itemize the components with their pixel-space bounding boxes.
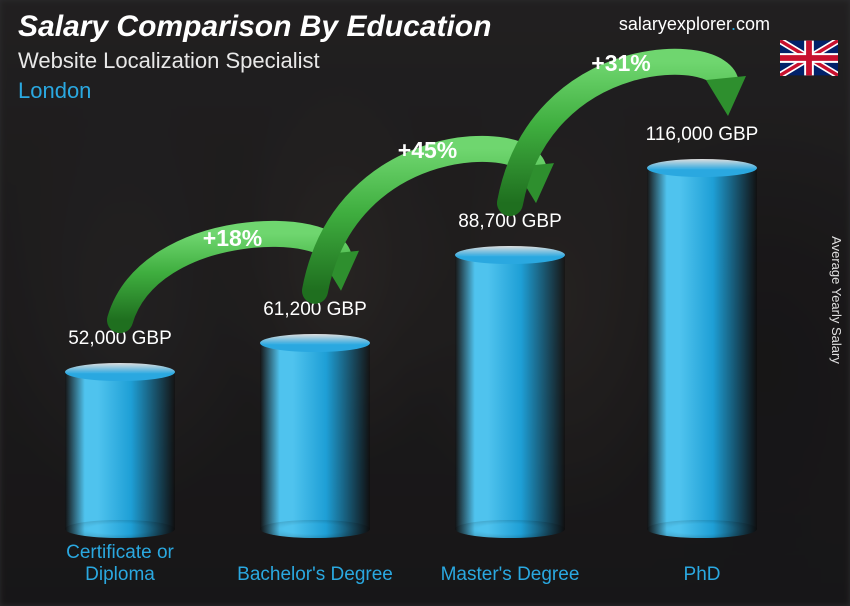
percent-increase-label: +18% bbox=[183, 225, 283, 252]
bar bbox=[260, 334, 370, 538]
chart-content: Salary Comparison By Education Website L… bbox=[0, 0, 850, 606]
percent-increase-label: +31% bbox=[571, 50, 671, 77]
value-label: 52,000 GBP bbox=[20, 328, 220, 350]
bar bbox=[455, 246, 565, 538]
value-label: 116,000 GBP bbox=[602, 124, 802, 146]
job-subtitle: Website Localization Specialist bbox=[18, 48, 320, 74]
value-label: 61,200 GBP bbox=[215, 299, 415, 321]
page-title: Salary Comparison By Education bbox=[18, 10, 491, 44]
bar-chart: 52,000 GBPCertificate or Diploma61,200 G… bbox=[30, 120, 800, 586]
x-axis-label: PhD bbox=[612, 564, 792, 586]
x-axis-label: Bachelor's Degree bbox=[225, 564, 405, 586]
city-label: London bbox=[18, 78, 91, 104]
percent-increase-label: +45% bbox=[378, 137, 478, 164]
brand-suffix: com bbox=[736, 14, 770, 34]
x-axis-label: Certificate or Diploma bbox=[30, 542, 210, 586]
bar bbox=[65, 363, 175, 538]
y-axis-label: Average Yearly Salary bbox=[829, 236, 844, 364]
uk-flag-icon bbox=[780, 40, 838, 76]
bar bbox=[647, 159, 757, 538]
value-label: 88,700 GBP bbox=[410, 211, 610, 233]
x-axis-label: Master's Degree bbox=[420, 564, 600, 586]
brand-label: salaryexplorer.com bbox=[619, 14, 770, 35]
brand-prefix: salaryexplorer bbox=[619, 14, 731, 34]
